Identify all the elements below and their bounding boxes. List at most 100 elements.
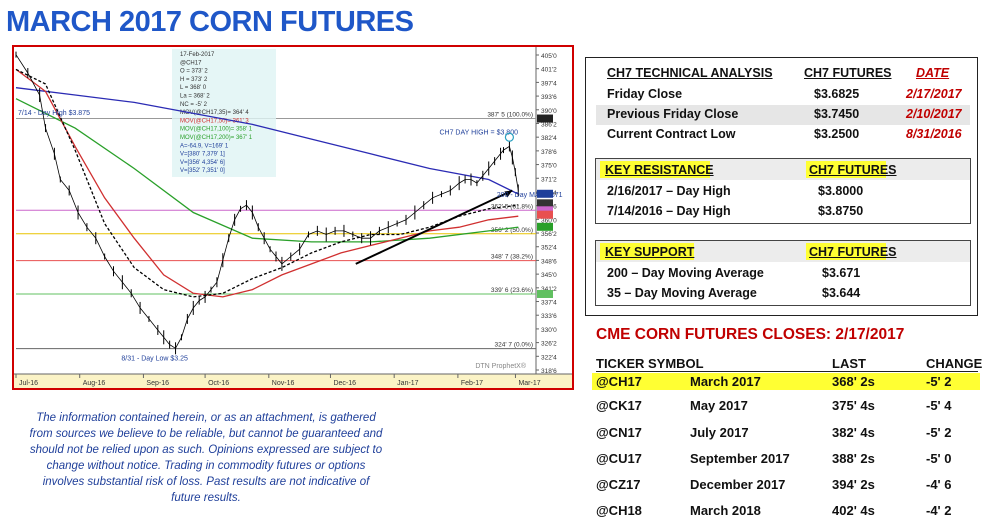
closes-header-change: CHANGE	[926, 356, 983, 371]
y-tick-label: 360'0	[541, 217, 557, 224]
change-cell: -5' 0	[926, 451, 952, 466]
chart-annotation: 200 - Day MA $3.671	[497, 192, 563, 199]
y-tick-label: 322'4	[541, 354, 557, 361]
closes-header-last: LAST	[832, 356, 866, 371]
resistance-header: KEY RESISTANCE	[605, 163, 714, 177]
ta-row-date: 8/31/2016	[906, 127, 962, 141]
moving-average-line	[15, 68, 519, 298]
retracement-label: 356' 2 (50.0%)	[491, 227, 533, 234]
y-tick-label: 401'2	[541, 67, 557, 74]
resistance-row-label: 7/14/2016 – Day High	[607, 204, 731, 218]
last-cell: 388' 2s	[832, 451, 875, 466]
x-tick-label: Dec-16	[333, 380, 356, 387]
support-futures-highlight	[806, 243, 886, 260]
ta-header-futures: CH7 FUTURES	[804, 66, 892, 80]
x-axis-panel	[14, 374, 572, 388]
ta-header-date: DATE	[916, 66, 950, 80]
info-box-line: A=-64.9, V=169' 1	[180, 143, 229, 149]
support-row-label: 200 – Day Moving Average	[607, 266, 764, 280]
y-tick-label: 318'6	[541, 368, 557, 375]
info-box-line: MOV(@CH17,50)= 361' 3	[180, 118, 249, 124]
ticker-cell: @CU17	[596, 451, 642, 466]
resistance-highlight	[600, 161, 710, 178]
y-tick-label: 356'2	[541, 231, 557, 238]
support-row-label: 35 – Day Moving Average	[607, 286, 757, 300]
x-tick-label: Sep-16	[146, 380, 169, 387]
key-support-box: KEY SUPPORT CH7 FUTURES 200 – Day Moving…	[595, 240, 971, 306]
shaded-row	[596, 105, 970, 125]
change-cell: -4' 2	[926, 503, 952, 518]
last-cell: 402' 4s	[832, 503, 875, 518]
support-header: KEY SUPPORT	[605, 245, 695, 259]
info-box-line: V=[356' 4,354' 6]	[180, 160, 225, 166]
retracement-label: 324' 7 (0.0%)	[495, 342, 533, 349]
ta-row-value: $3.6825	[814, 87, 860, 101]
support-row-value: $3.671	[822, 266, 861, 280]
y-tick-label: 333'6	[541, 313, 557, 320]
disclaimer-text: The information contained herein, or as …	[29, 412, 383, 504]
y-tick-label: 405'0	[541, 53, 557, 60]
y-tick-label: 348'6	[541, 258, 557, 265]
retracement-label: 348' 7 (38.2%)	[491, 254, 533, 261]
retracement-label: 362' 5 (61.8%)	[491, 203, 533, 210]
axis-value-marker	[537, 289, 553, 298]
chart-annotation: DTN ProphetX®	[475, 362, 527, 370]
ta-row-label: Previous Friday Close	[607, 107, 739, 121]
y-tick-label: 390'0	[541, 108, 557, 115]
technical-analysis-box: CH7 TECHNICAL ANALYSIS CH7 FUTURES DATE …	[585, 57, 978, 316]
ticker-cell: @CN17	[596, 425, 642, 440]
info-box-line: MOV(@CH17,100)= 358' 1	[180, 127, 253, 133]
y-tick-label: 337'4	[541, 300, 557, 307]
x-tick-label: Nov-16	[272, 380, 295, 387]
price-line	[15, 54, 519, 349]
info-box-line: MOV(@CH17,200)= 367' 1	[180, 135, 253, 141]
y-tick-label: 397'4	[541, 80, 557, 87]
support-highlight	[600, 243, 694, 260]
month-cell: July 2017	[690, 425, 749, 440]
x-tick-label: Mar-17	[518, 380, 540, 387]
info-box-line: NC = -5' 2	[180, 102, 208, 108]
ticker-cell: @CH18	[596, 503, 642, 518]
last-cell: 382' 4s	[832, 425, 875, 440]
resistance-row-value: $3.8000	[818, 184, 864, 198]
y-tick-label: 386'2	[541, 121, 557, 128]
info-box-line: 17-Feb-2017	[180, 52, 215, 58]
retracement-label: 339' 6 (23.6%)	[491, 287, 533, 294]
y-tick-label: 341'2	[541, 286, 557, 293]
trendline	[355, 189, 513, 265]
resistance-futures-highlight	[806, 161, 886, 178]
resistance-row-label: 2/16/2017 – Day High	[607, 184, 731, 198]
axis-value-marker	[537, 199, 553, 208]
info-box-line: V=[380' 7,379' 1]	[180, 152, 225, 158]
y-tick-label: 371'2	[541, 176, 557, 183]
month-cell: March 2017	[690, 374, 761, 389]
resistance-row-value: $3.8750	[818, 204, 864, 218]
chart-annotation: 8/31 - Day Low $3.25	[121, 355, 188, 362]
change-cell: -5' 2	[926, 374, 952, 389]
chart-annotation: CH7 DAY HIGH = $3.800	[439, 129, 518, 136]
info-box-line: La = 368' 2	[180, 94, 210, 100]
support-row-value: $3.644	[822, 286, 861, 300]
axis-value-marker	[537, 210, 553, 219]
info-box-line: MOV(@CH17,35)= 364' 4	[180, 110, 249, 116]
axis-value-marker	[537, 114, 553, 123]
chart-svg: 405'0 401'2 397'4 393'6 390'0 386'2 382'4 378'6…	[14, 47, 572, 388]
closes-title: CME CORN FUTURES CLOSES: 2/17/2017	[596, 326, 905, 343]
x-tick-label: Jan-17	[397, 380, 419, 387]
axis-value-marker	[537, 189, 553, 198]
ta-row-date: 2/17/2017	[906, 87, 962, 101]
y-tick-label: 330'0	[541, 327, 557, 334]
resistance-header-futures: CH7 FUTURES	[809, 163, 897, 177]
key-resistance-box: KEY RESISTANCE CH7 FUTURES 2/16/2017 – D…	[595, 158, 971, 224]
y-tick-label: 375'0	[541, 163, 557, 170]
y-tick-label: 326'2	[541, 341, 557, 348]
y-tick-label: 378'6	[541, 149, 557, 156]
support-header-futures: CH7 FUTURES	[809, 245, 897, 259]
moving-average-line	[15, 68, 519, 298]
x-tick-label: Aug-16	[83, 380, 106, 387]
ta-header-label: CH7 TECHNICAL ANALYSIS	[607, 66, 773, 80]
y-tick-label: 345'0	[541, 272, 557, 279]
change-cell: -4' 6	[926, 477, 952, 492]
month-cell: March 2018	[690, 503, 761, 518]
ta-row-label: Friday Close	[607, 87, 683, 101]
